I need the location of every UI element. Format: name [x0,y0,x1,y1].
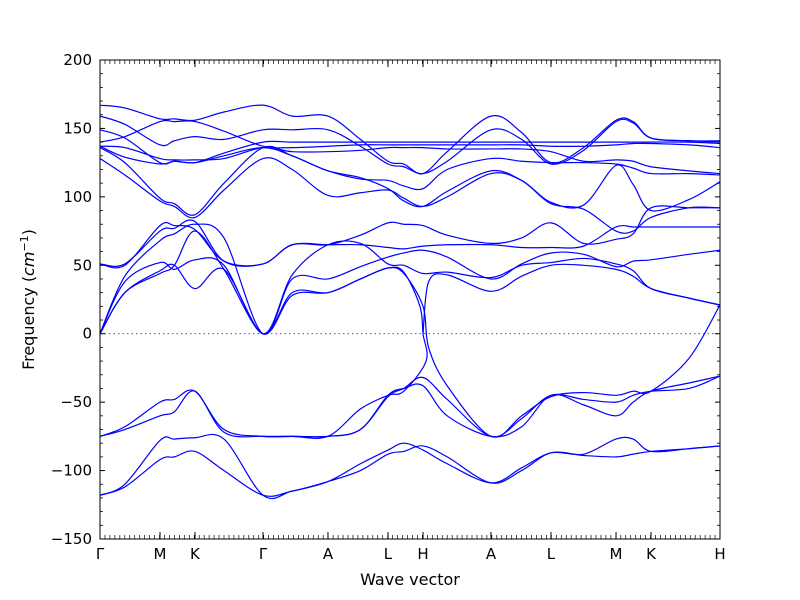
band-line-2 [100,115,720,175]
band-line-18 [100,433,720,500]
x-tick-label: K [190,545,201,563]
x-tick-label: K [646,545,657,563]
y-tick-label: 0 [82,325,92,343]
band-line-14 [100,230,428,439]
band-line-12 [100,240,720,335]
x-tick-label: Γ [96,545,105,563]
band-line-9 [100,205,720,267]
y-axis-title-suffix: ) [19,229,38,235]
y-tick-label: −50 [60,393,92,411]
y-tick-label: −150 [51,530,92,548]
x-tick-label: M [610,545,623,563]
band-line-5 [100,145,720,175]
band-line-19 [100,445,720,497]
x-tick-label: Γ [259,545,268,563]
x-tick-label: H [417,545,428,563]
band-line-6 [100,145,720,191]
y-axis-title-prefix: Frequency ( [19,276,38,370]
plot-frame [99,59,721,540]
x-axis-title: Wave vector [360,570,460,589]
y-axis-title-exponent: −1 [18,235,31,251]
band-line-10 [100,221,720,269]
x-tick-label: A [486,545,497,563]
x-tick-label: L [547,545,556,563]
x-tick-label: M [154,545,167,563]
x-tick-label: H [714,545,725,563]
band-line-3 [100,129,720,165]
band-line-8 [100,157,720,234]
y-axis-title: Frequency (cm−1) [18,229,38,370]
y-tick-label: 100 [63,188,92,206]
band-line-11 [100,223,720,335]
y-tick-label: 200 [63,51,92,69]
band-line-17 [100,375,720,438]
y-tick-label: 50 [73,256,92,274]
band-line-4 [100,119,720,149]
band-line-1 [100,104,720,175]
y-axis-title-unit: cm [19,252,38,276]
y-tick-label: −100 [51,462,92,480]
band-line-15 [422,263,720,334]
band-line-13 [100,263,720,438]
y-tick-label: 150 [63,119,92,137]
x-tick-label: L [384,545,393,563]
x-tick-label: A [323,545,334,563]
bands-layer [100,104,720,500]
band-line-7 [100,145,720,216]
y-axis: −150 −100 −50 0 50 100 150 200 [51,51,720,548]
